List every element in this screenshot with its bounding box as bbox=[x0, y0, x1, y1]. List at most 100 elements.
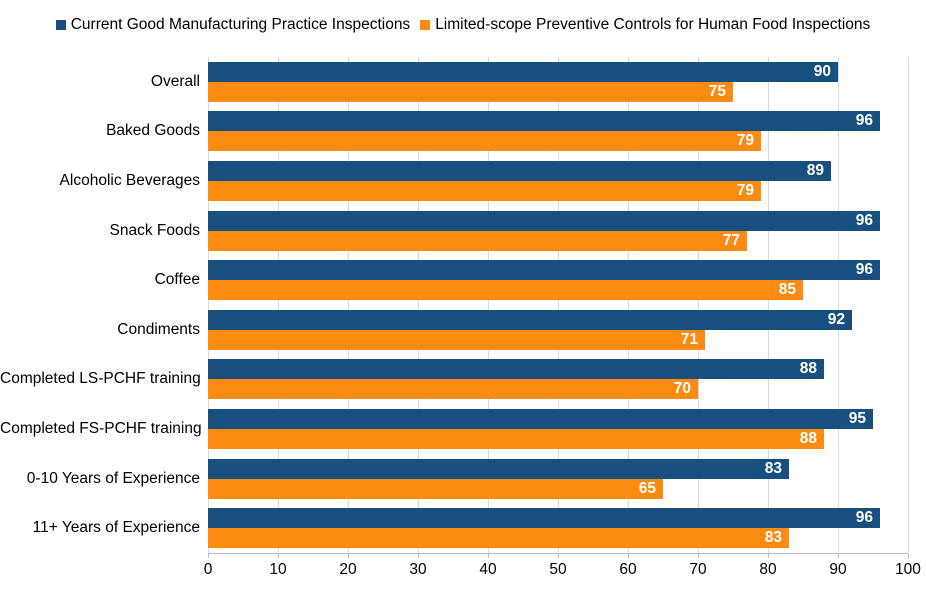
category-label: Completed FS-PCHF training bbox=[0, 419, 202, 437]
tick-label: 60 bbox=[619, 560, 637, 578]
category-label: Snack Foods bbox=[109, 221, 200, 239]
bar-pair: 96 85 bbox=[208, 260, 908, 301]
bar: 88 bbox=[208, 359, 824, 380]
bar-group: 11+ Years of Experience 96 83 bbox=[0, 503, 926, 553]
bar-group: Coffee 96 85 bbox=[0, 255, 926, 305]
bar: 96 bbox=[208, 210, 880, 231]
bar: 79 bbox=[208, 131, 761, 152]
data-label: 79 bbox=[736, 181, 754, 199]
bar-pair: 96 83 bbox=[208, 508, 908, 549]
tick-label: 10 bbox=[269, 560, 287, 578]
tick-mark bbox=[348, 553, 349, 558]
legend-item-cgmp: Current Good Manufacturing Practice Insp… bbox=[55, 16, 411, 34]
bar-group: Baked Goods 96 79 bbox=[0, 107, 926, 157]
bar: 70 bbox=[208, 379, 698, 400]
data-label: 71 bbox=[680, 330, 698, 348]
category-label: Baked Goods bbox=[106, 122, 200, 140]
legend-item-lspchf: Limited-scope Preventive Controls for Hu… bbox=[420, 16, 870, 34]
data-label: 96 bbox=[855, 112, 873, 130]
tick-label: 40 bbox=[479, 560, 497, 578]
bar-pair: 90 75 bbox=[208, 61, 908, 102]
category-label: Overall bbox=[150, 72, 200, 90]
bar-rows: Overall 90 75 Baked Goods 96 79 Alcoholic Beve… bbox=[0, 57, 926, 553]
bar: 89 bbox=[208, 160, 831, 181]
bar: 77 bbox=[208, 230, 747, 251]
category-label: 11+ Years of Experience bbox=[32, 519, 200, 537]
gridline-30 bbox=[418, 57, 419, 553]
gridline-50 bbox=[558, 57, 559, 553]
gridline-100 bbox=[908, 57, 909, 553]
bar-pair: 88 70 bbox=[208, 359, 908, 400]
bar-group: Completed FS-PCHF training 95 88 bbox=[0, 404, 926, 454]
bar: 92 bbox=[208, 309, 852, 330]
bar: 90 bbox=[208, 61, 838, 82]
bar: 71 bbox=[208, 329, 705, 350]
bar: 96 bbox=[208, 508, 880, 529]
tick-mark bbox=[418, 553, 419, 558]
gridline-20 bbox=[348, 57, 349, 553]
data-label: 83 bbox=[764, 459, 782, 477]
bar: 79 bbox=[208, 180, 761, 201]
tick-mark bbox=[838, 553, 839, 558]
tick-mark bbox=[908, 553, 909, 558]
bar-pair: 95 88 bbox=[208, 408, 908, 449]
bar-group: Alcoholic Beverages 89 79 bbox=[0, 156, 926, 206]
tick-label: 80 bbox=[759, 560, 777, 578]
grouped-bar-chart: Overall 90 75 Baked Goods 96 79 Alcoholic Beve… bbox=[0, 57, 926, 584]
legend-swatch-blue-icon bbox=[55, 20, 66, 30]
bar: 88 bbox=[208, 428, 824, 449]
data-label: 89 bbox=[806, 161, 824, 179]
data-label: 88 bbox=[799, 429, 817, 447]
tick-mark bbox=[768, 553, 769, 558]
tick-label: 0 bbox=[203, 560, 213, 578]
data-label: 88 bbox=[799, 360, 817, 378]
bar: 65 bbox=[208, 478, 663, 499]
category-label: Completed LS-PCHF training bbox=[0, 370, 201, 388]
tick-label: 100 bbox=[895, 560, 921, 578]
bar: 75 bbox=[208, 81, 733, 102]
gridline-90 bbox=[838, 57, 839, 553]
x-axis: 0 10 20 30 40 50 60 70 80 90 100 bbox=[204, 552, 921, 584]
data-label: 70 bbox=[673, 380, 691, 398]
bar: 83 bbox=[208, 458, 789, 479]
bar-group: Snack Foods 96 77 bbox=[0, 206, 926, 256]
data-label: 90 bbox=[813, 62, 831, 80]
tick-mark bbox=[488, 553, 489, 558]
bar: 95 bbox=[208, 408, 873, 429]
bar-group: Condiments 92 71 bbox=[0, 305, 926, 355]
data-label: 96 bbox=[855, 509, 873, 527]
gridlines bbox=[208, 57, 909, 553]
tick-label: 70 bbox=[689, 560, 707, 578]
category-label: 0-10 Years of Experience bbox=[26, 469, 200, 487]
bar-pair: 83 65 bbox=[208, 458, 908, 499]
tick-mark bbox=[558, 553, 559, 558]
tick-label: 30 bbox=[409, 560, 427, 578]
bar: 85 bbox=[208, 280, 803, 301]
data-label: 85 bbox=[778, 281, 796, 299]
tick-label: 20 bbox=[339, 560, 357, 578]
tick-mark bbox=[278, 553, 279, 558]
data-label: 96 bbox=[855, 261, 873, 279]
legend-swatch-orange-icon bbox=[420, 20, 431, 30]
bar: 83 bbox=[208, 528, 789, 549]
gridline-60 bbox=[628, 57, 629, 553]
data-label: 65 bbox=[638, 479, 656, 497]
bar-pair: 96 77 bbox=[208, 210, 908, 251]
gridline-80 bbox=[768, 57, 769, 553]
tick-mark bbox=[208, 553, 209, 558]
legend-label-lspchf: Limited-scope Preventive Controls for Hu… bbox=[435, 16, 871, 33]
tick-label: 90 bbox=[829, 560, 847, 578]
bar-pair: 89 79 bbox=[208, 160, 908, 201]
tick-mark bbox=[628, 553, 629, 558]
data-label: 95 bbox=[848, 409, 866, 427]
bar-group: 0-10 Years of Experience 83 65 bbox=[0, 454, 926, 504]
category-label: Condiments bbox=[117, 320, 200, 338]
category-label: Coffee bbox=[154, 271, 200, 289]
data-label: 75 bbox=[708, 82, 726, 100]
tick-label: 50 bbox=[549, 560, 567, 578]
data-label: 77 bbox=[722, 231, 740, 249]
category-label: Alcoholic Beverages bbox=[59, 171, 200, 189]
bar-pair: 92 71 bbox=[208, 309, 908, 350]
legend-label-cgmp: Current Good Manufacturing Practice Insp… bbox=[70, 16, 411, 33]
